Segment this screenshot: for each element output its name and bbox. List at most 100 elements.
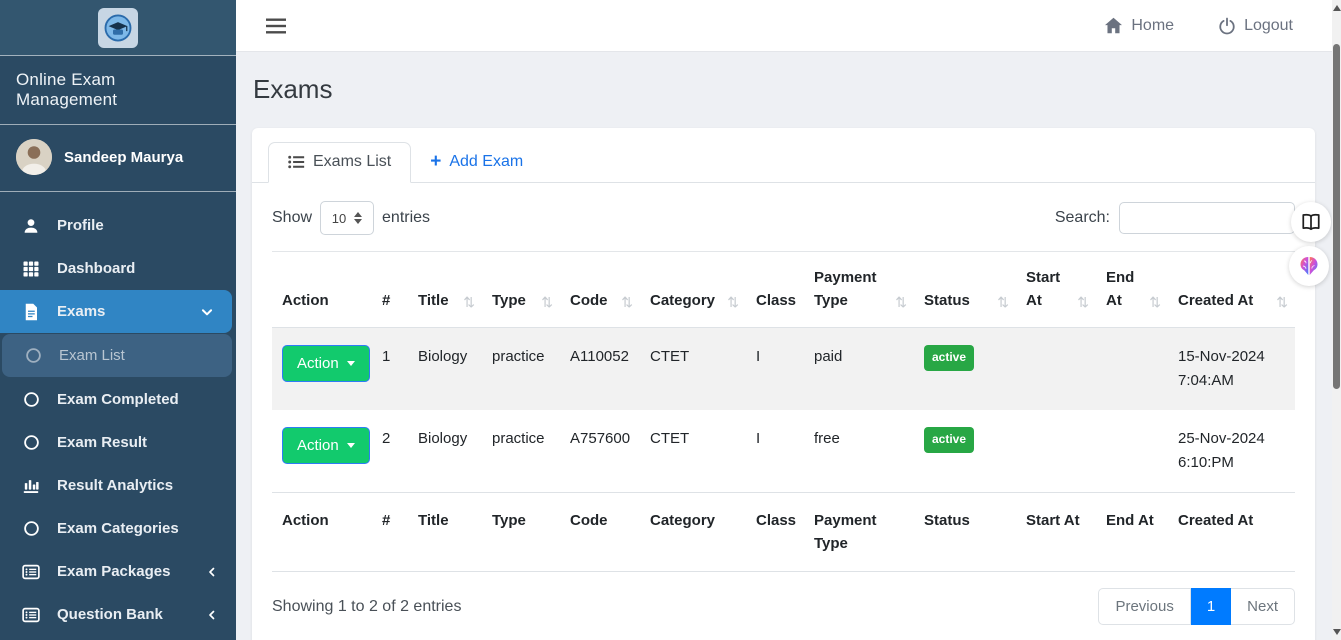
sort-icon[interactable]: ⇅: [895, 293, 907, 310]
tab-label: Exams List: [313, 153, 392, 170]
list-alt-icon: [20, 607, 42, 623]
col-label: Type: [492, 292, 526, 310]
col-label: Payment Type: [814, 269, 877, 310]
sidebar-item-exam-categories[interactable]: Exam Categories: [0, 507, 236, 550]
sidebar-item-profile[interactable]: Profile: [0, 204, 236, 247]
sort-icon[interactable]: ⇅: [621, 293, 633, 310]
search-input[interactable]: [1119, 202, 1295, 234]
col-class[interactable]: Class: [746, 251, 804, 328]
sidebar-item-exam-result[interactable]: Exam Result: [0, 421, 236, 464]
col-payment-type[interactable]: Payment Type ⇅: [804, 251, 914, 328]
footer-col-class: Class: [746, 491, 804, 572]
action-dropdown-button[interactable]: Action: [282, 344, 370, 382]
sidebar-item-exams[interactable]: Exams: [0, 290, 232, 333]
sort-icon[interactable]: ⇅: [1149, 293, 1161, 310]
cell-start-at: [1016, 327, 1096, 410]
sidebar: Online Exam Management Sandeep Maurya Pr…: [0, 0, 236, 640]
app-title: Online Exam Management: [0, 56, 236, 125]
col-type[interactable]: Type ⇅: [482, 251, 560, 328]
sort-icon[interactable]: ⇅: [727, 293, 739, 310]
col-created-at[interactable]: Created At ⇅: [1168, 251, 1295, 328]
sort-icon[interactable]: ⇅: [541, 293, 553, 310]
scroll-down-arrow-icon[interactable]: [1332, 629, 1341, 635]
sort-icon[interactable]: ⇅: [1276, 293, 1288, 310]
top-navbar: Home Logout: [236, 0, 1333, 52]
action-button-label: Action: [297, 436, 339, 454]
sidebar-item-label: Exam Packages: [57, 563, 171, 580]
action-button-label: Action: [297, 354, 339, 372]
logout-link[interactable]: Logout: [1218, 17, 1293, 35]
chevron-down-icon: [200, 305, 214, 319]
status-badge: active: [924, 344, 975, 371]
status-badge: active: [924, 426, 975, 453]
col-label: End At: [1106, 269, 1135, 310]
tab-label: Add Exam: [449, 153, 524, 170]
sidebar-item-exam-list[interactable]: Exam List: [2, 334, 232, 377]
scroll-up-arrow-icon[interactable]: [1332, 5, 1341, 11]
scrollbar-thumb[interactable]: [1333, 44, 1340, 389]
user-profile-row[interactable]: Sandeep Maurya: [0, 125, 236, 192]
cell-title: Biology: [418, 347, 468, 365]
table-row: Action 1 Biology practice A110052 CTET I…: [272, 327, 1295, 410]
sort-icon[interactable]: ⇅: [1077, 293, 1089, 310]
sidebar-item-exam-packages[interactable]: Exam Packages: [0, 550, 236, 593]
current-page-button[interactable]: 1: [1190, 588, 1232, 625]
sidebar-menu: Profile Dashboard Exams Exam List: [0, 192, 236, 636]
sidebar-item-label: Exams: [57, 303, 106, 320]
footer-col-title: Title: [408, 491, 482, 572]
home-link[interactable]: Home: [1104, 17, 1174, 35]
power-icon: [1219, 17, 1235, 34]
cell-num: 2: [382, 429, 391, 447]
page-size-value: 10: [331, 210, 347, 226]
cell-status: active: [914, 327, 1016, 410]
cell-payment-type: free: [814, 429, 840, 447]
reader-extension-button[interactable]: [1291, 202, 1331, 242]
col-title[interactable]: Title ⇅: [408, 251, 482, 328]
previous-page-button[interactable]: Previous: [1098, 588, 1191, 625]
sidebar-item-label: Exam List: [59, 347, 125, 364]
list-alt-icon: [20, 564, 42, 580]
col-label: Status: [924, 292, 970, 310]
col-category[interactable]: Category ⇅: [640, 251, 746, 328]
ai-extension-button[interactable]: [1289, 246, 1329, 286]
page-size-select[interactable]: 10: [320, 201, 375, 235]
col-label: Class: [756, 292, 797, 310]
table-controls: Show 10 entries Search:: [272, 201, 1295, 235]
sidebar-item-label: Dashboard: [57, 260, 136, 277]
footer-col-payment-type: Payment Type: [804, 491, 914, 572]
cell-start-at: [1016, 410, 1096, 493]
action-dropdown-button[interactable]: Action: [282, 426, 370, 464]
sidebar-item-dashboard[interactable]: Dashboard: [0, 247, 236, 290]
col-label: #: [382, 292, 391, 310]
app-logo[interactable]: [98, 7, 138, 48]
hamburger-menu-icon[interactable]: [266, 18, 286, 34]
page-title: Exams: [253, 74, 333, 104]
cell-class: I: [756, 429, 761, 447]
col-status[interactable]: Status ⇅: [914, 251, 1016, 328]
circle-icon: [20, 391, 42, 408]
sidebar-item-exam-completed[interactable]: Exam Completed: [0, 378, 236, 421]
footer-col-num: #: [372, 491, 408, 572]
plus-icon: +: [430, 151, 442, 172]
cell-category: CTET: [650, 429, 690, 447]
next-page-button[interactable]: Next: [1231, 588, 1295, 625]
table-row: Action 2 Biology practice A757600 CTET I…: [272, 410, 1295, 493]
col-code[interactable]: Code ⇅: [560, 251, 640, 328]
cell-num: 1: [382, 347, 391, 365]
sort-icon[interactable]: ⇅: [997, 293, 1009, 310]
tab-add-exam[interactable]: + Add Exam: [411, 143, 542, 182]
sidebar-item-result-analytics[interactable]: Result Analytics: [0, 464, 236, 507]
tab-exams-list[interactable]: Exams List: [268, 142, 412, 183]
cell-code: A110052: [570, 347, 629, 365]
home-icon: [1105, 17, 1123, 34]
cell-end-at: [1096, 327, 1168, 410]
footer-col-category: Category: [640, 491, 746, 572]
col-start-at[interactable]: Start At ⇅: [1016, 251, 1096, 328]
page-scrollbar[interactable]: [1332, 0, 1341, 640]
col-label: Start At: [1026, 269, 1061, 310]
sidebar-item-question-bank[interactable]: Question Bank: [0, 593, 236, 636]
sort-icon[interactable]: ⇅: [463, 293, 475, 310]
footer-col-start-at: Start At: [1016, 491, 1096, 572]
col-end-at[interactable]: End At ⇅: [1096, 251, 1168, 328]
footer-col-end-at: End At: [1096, 491, 1168, 572]
